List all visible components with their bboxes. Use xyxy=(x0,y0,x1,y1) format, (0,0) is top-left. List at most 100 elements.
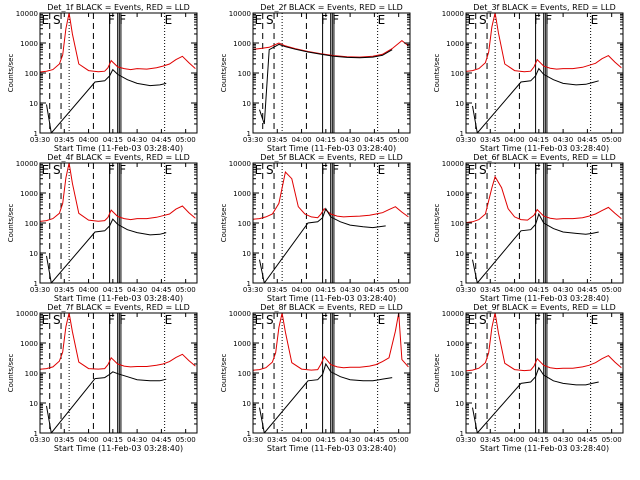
event-letter: S xyxy=(266,163,274,177)
y-tick-label: 1000 xyxy=(233,40,251,48)
y-tick-label: 1000 xyxy=(446,190,464,198)
event-letter: F xyxy=(545,163,552,177)
event-letter: F xyxy=(332,163,339,177)
y-tick-label: 1 xyxy=(34,130,38,138)
series-line-red xyxy=(40,313,196,370)
x-tick-label: 03:45 xyxy=(480,436,500,444)
y-tick-label: 1000 xyxy=(20,190,38,198)
x-axis-label: Start Time (11-Feb-03 03:28:40) xyxy=(480,444,609,453)
event-letter: F xyxy=(321,163,328,177)
y-tick-label: 1 xyxy=(34,430,38,438)
y-tick-label: 100 xyxy=(238,370,251,378)
series-line-red xyxy=(466,313,622,372)
y-tick-label: 10000 xyxy=(442,310,464,318)
chart-panel-2: E S F F E03:30 03:45 04:00 04:15 04:30 04:45 05:00… xyxy=(220,3,411,153)
series-line-red xyxy=(253,170,409,220)
y-axis-label: Counts/sec xyxy=(433,204,441,243)
event-letter: S xyxy=(266,13,274,27)
y-tick-label: 10 xyxy=(242,400,251,408)
panel-title: Det_8f BLACK = Events, RED = LLD xyxy=(260,303,403,312)
x-tick-label: 04:15 xyxy=(103,286,123,294)
y-axis-label: Counts/sec xyxy=(220,204,228,243)
x-tick-label: 04:00 xyxy=(78,436,98,444)
x-tick-label: 05:00 xyxy=(176,136,196,144)
event-letter: F xyxy=(119,313,126,327)
y-tick-label: 1000 xyxy=(20,340,38,348)
series-line-red xyxy=(40,163,196,222)
plot-frame xyxy=(39,312,198,434)
event-letter: F xyxy=(321,313,328,327)
x-tick-label: 04:30 xyxy=(553,436,573,444)
event-letter: S xyxy=(479,163,487,177)
y-tick-label: 10000 xyxy=(16,10,38,18)
x-tick-label: 04:45 xyxy=(151,436,171,444)
event-letter: F xyxy=(119,13,126,27)
x-tick-label: 04:00 xyxy=(504,436,524,444)
event-letter: E xyxy=(591,313,599,327)
event-letter: F xyxy=(108,313,115,327)
panel-title: Det_4f BLACK = Events, RED = LLD xyxy=(47,153,190,162)
y-tick-label: 100 xyxy=(238,220,251,228)
x-tick-label: 03:30 xyxy=(456,136,476,144)
event-letter: S xyxy=(479,13,487,27)
event-letter: S xyxy=(53,313,61,327)
y-tick-label: 10000 xyxy=(229,160,251,168)
event-letter: F xyxy=(332,13,339,27)
y-tick-label: 10000 xyxy=(442,10,464,18)
y-tick-label: 100 xyxy=(451,370,464,378)
event-letter: S xyxy=(53,13,61,27)
x-tick-label: 03:30 xyxy=(456,436,476,444)
x-tick-label: 05:00 xyxy=(389,136,409,144)
y-tick-label: 1 xyxy=(34,280,38,288)
y-tick-label: 10 xyxy=(29,100,38,108)
x-tick-label: 04:00 xyxy=(291,436,311,444)
panel-title: Det_3f BLACK = Events, RED = LLD xyxy=(473,3,616,12)
y-tick-label: 100 xyxy=(25,70,38,78)
x-tick-label: 05:00 xyxy=(602,286,622,294)
event-letter: F xyxy=(321,13,328,27)
y-tick-label: 1000 xyxy=(446,40,464,48)
y-tick-label: 10000 xyxy=(229,10,251,18)
series-line-black xyxy=(46,218,167,283)
chart-panel-8: E S F F E03:30 03:45 04:00 04:15 04:30 04:45 05:00… xyxy=(220,303,411,453)
x-tick-label: 05:00 xyxy=(602,436,622,444)
x-tick-label: 04:00 xyxy=(504,286,524,294)
event-letter: S xyxy=(266,313,274,327)
x-tick-label: 04:15 xyxy=(316,136,336,144)
y-tick-label: 10 xyxy=(29,250,38,258)
x-tick-label: 04:15 xyxy=(529,286,549,294)
chart-panel-4: E S F F E03:30 03:45 04:00 04:15 04:30 04:45 05:00… xyxy=(7,153,198,303)
x-tick-label: 03:45 xyxy=(480,286,500,294)
event-letter: E xyxy=(468,13,476,27)
x-tick-label: 03:30 xyxy=(243,436,263,444)
series-line-red xyxy=(466,175,622,224)
y-tick-label: 100 xyxy=(238,70,251,78)
x-tick-label: 04:00 xyxy=(78,286,98,294)
event-letter: E xyxy=(255,13,263,27)
event-letter: E xyxy=(378,13,386,27)
panel-title: Det_9f BLACK = Events, RED = LLD xyxy=(473,303,616,312)
x-tick-label: 03:45 xyxy=(267,136,287,144)
event-letter: F xyxy=(534,313,541,327)
panel-title: Det_2f BLACK = Events, RED = LLD xyxy=(260,3,403,12)
series-line-black xyxy=(259,362,393,433)
x-tick-label: 04:45 xyxy=(577,136,597,144)
x-tick-label: 04:45 xyxy=(577,436,597,444)
x-tick-label: 04:00 xyxy=(78,136,98,144)
x-tick-label: 03:30 xyxy=(30,136,50,144)
y-tick-label: 10000 xyxy=(16,160,38,168)
x-tick-label: 04:30 xyxy=(340,286,360,294)
series-line-black xyxy=(472,366,599,433)
y-tick-label: 10 xyxy=(242,100,251,108)
chart-panel-7: E S F F E03:30 03:45 04:00 04:15 04:30 04:45 05:00… xyxy=(7,303,198,453)
chart-panel-6: E S F F E03:30 03:45 04:00 04:15 04:30 04:45 05:00… xyxy=(433,153,624,303)
series-line-black xyxy=(472,67,599,133)
x-tick-label: 03:45 xyxy=(267,286,287,294)
event-letter: F xyxy=(534,163,541,177)
y-tick-label: 10 xyxy=(242,250,251,258)
y-tick-label: 10 xyxy=(455,100,464,108)
y-tick-label: 10 xyxy=(29,400,38,408)
x-tick-label: 04:45 xyxy=(151,136,171,144)
x-axis-label: Start Time (11-Feb-03 03:28:40) xyxy=(267,294,396,303)
y-axis-label: Counts/sec xyxy=(7,354,15,393)
